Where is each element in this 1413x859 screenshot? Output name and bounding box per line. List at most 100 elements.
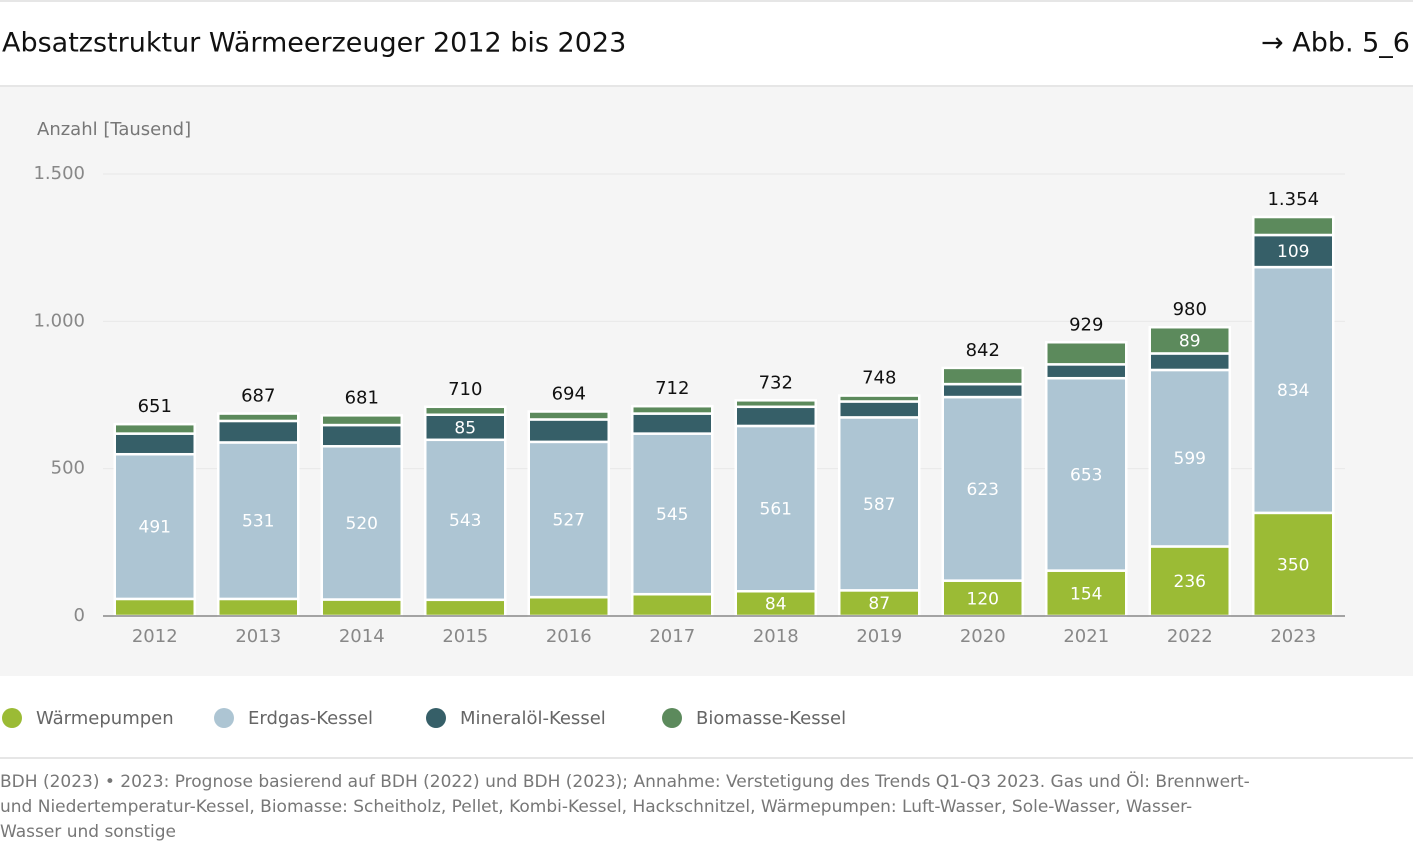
bar-segment — [734, 424, 817, 593]
bar-segment — [1252, 215, 1335, 237]
legend-swatch — [662, 708, 682, 728]
bar-segment — [1252, 265, 1335, 515]
x-tick-label: 2023 — [1270, 626, 1316, 647]
bar-segment — [734, 399, 817, 409]
bar-segment — [527, 440, 610, 599]
footnote: BDH (2023) • 2023: Prognose basierend au… — [0, 770, 1250, 792]
y-tick-label: 1.500 — [33, 163, 85, 184]
y-axis-label: Anzahl [Tausend] — [37, 119, 191, 140]
total-label: 748 — [862, 368, 896, 389]
x-tick-label: 2015 — [442, 626, 488, 647]
total-label: 687 — [241, 386, 275, 407]
bar-segment — [320, 445, 403, 601]
value-label: 120 — [967, 589, 999, 609]
total-label: 732 — [759, 372, 793, 393]
bar-segment — [941, 382, 1024, 399]
bar-segment — [1045, 341, 1128, 366]
bar-segment — [838, 394, 921, 403]
bar-segment — [217, 597, 300, 618]
footnote: Wasser und sonstige — [0, 822, 176, 842]
bar-segment — [113, 422, 196, 435]
bar-segment — [631, 592, 714, 618]
value-label: 236 — [1174, 572, 1206, 592]
legend-swatch — [426, 708, 446, 728]
total-label: 929 — [1069, 314, 1103, 335]
bar-segment — [1148, 368, 1231, 548]
total-label: 1.354 — [1267, 189, 1319, 210]
bar-segment — [320, 598, 403, 618]
bar-segment — [217, 412, 300, 423]
value-label: 587 — [863, 495, 895, 515]
x-tick-label: 2018 — [753, 626, 799, 647]
total-label: 651 — [138, 396, 172, 417]
value-label: 491 — [139, 518, 171, 538]
bar-segment — [217, 419, 300, 444]
bar-segment — [941, 579, 1024, 618]
bar-segment — [838, 589, 921, 618]
value-label: 154 — [1070, 584, 1102, 604]
value-label: 350 — [1277, 555, 1309, 575]
bar-segment — [527, 410, 610, 421]
figure-ref: → Abb. 5_6 — [1261, 28, 1410, 59]
total-label: 712 — [655, 378, 689, 399]
value-label: 531 — [242, 512, 274, 532]
value-label: 623 — [967, 480, 999, 500]
value-label: 545 — [656, 505, 688, 525]
x-tick-label: 2022 — [1167, 626, 1213, 647]
total-label: 694 — [552, 384, 586, 405]
value-label: 653 — [1070, 465, 1102, 485]
total-label: 681 — [345, 387, 379, 408]
bar-segment — [838, 416, 921, 592]
legend-label: Wärmepumpen — [36, 708, 174, 729]
chart-title: Absatzstruktur Wärmeerzeuger 2012 bis 20… — [2, 28, 626, 59]
bar-segment — [1148, 325, 1231, 355]
x-tick-label: 2013 — [235, 626, 281, 647]
bar-segment — [838, 400, 921, 419]
x-tick-label: 2021 — [1063, 626, 1109, 647]
legend-swatch — [2, 708, 22, 728]
total-label: 980 — [1173, 299, 1207, 320]
legend-label: Biomasse-Kessel — [696, 708, 846, 729]
bar-segment — [424, 405, 507, 416]
legend-swatch — [214, 708, 234, 728]
value-label: 109 — [1277, 242, 1309, 262]
value-label: 599 — [1174, 449, 1206, 469]
value-label: 87 — [868, 594, 890, 614]
legend-label: Mineralöl-Kessel — [460, 708, 606, 729]
bar-segment — [113, 432, 196, 456]
bar-segment — [1045, 363, 1128, 380]
value-label: 84 — [765, 595, 787, 615]
bar-segment — [424, 413, 507, 442]
value-label: 561 — [760, 500, 792, 520]
total-label: 710 — [448, 379, 482, 400]
bar-segment — [527, 595, 610, 618]
bar-segment — [631, 404, 714, 415]
x-tick-label: 2020 — [960, 626, 1006, 647]
legend-label: Erdgas-Kessel — [248, 708, 373, 729]
total-label: 842 — [966, 340, 1000, 361]
value-label: 527 — [553, 510, 585, 530]
x-tick-label: 2014 — [339, 626, 385, 647]
bar-segment — [320, 414, 403, 427]
value-label: 89 — [1179, 331, 1201, 351]
bar-segment — [527, 418, 610, 444]
value-label: 85 — [454, 418, 476, 438]
bar-segment — [941, 395, 1024, 582]
y-tick-label: 500 — [51, 458, 85, 479]
y-tick-label: 1.000 — [33, 310, 85, 331]
x-tick-label: 2017 — [649, 626, 695, 647]
bar-segment — [1148, 352, 1231, 372]
bar-segment — [734, 405, 817, 428]
x-tick-label: 2012 — [132, 626, 178, 647]
bar-segment — [113, 597, 196, 618]
value-label: 543 — [449, 511, 481, 531]
x-tick-label: 2019 — [856, 626, 902, 647]
bar-segment — [424, 598, 507, 618]
x-tick-label: 2016 — [546, 626, 592, 647]
bar-segment — [631, 412, 714, 435]
value-label: 520 — [346, 514, 378, 534]
y-tick-label: 0 — [74, 605, 85, 626]
footnote: und Niedertemperatur-Kessel, Biomasse: S… — [0, 797, 1192, 817]
